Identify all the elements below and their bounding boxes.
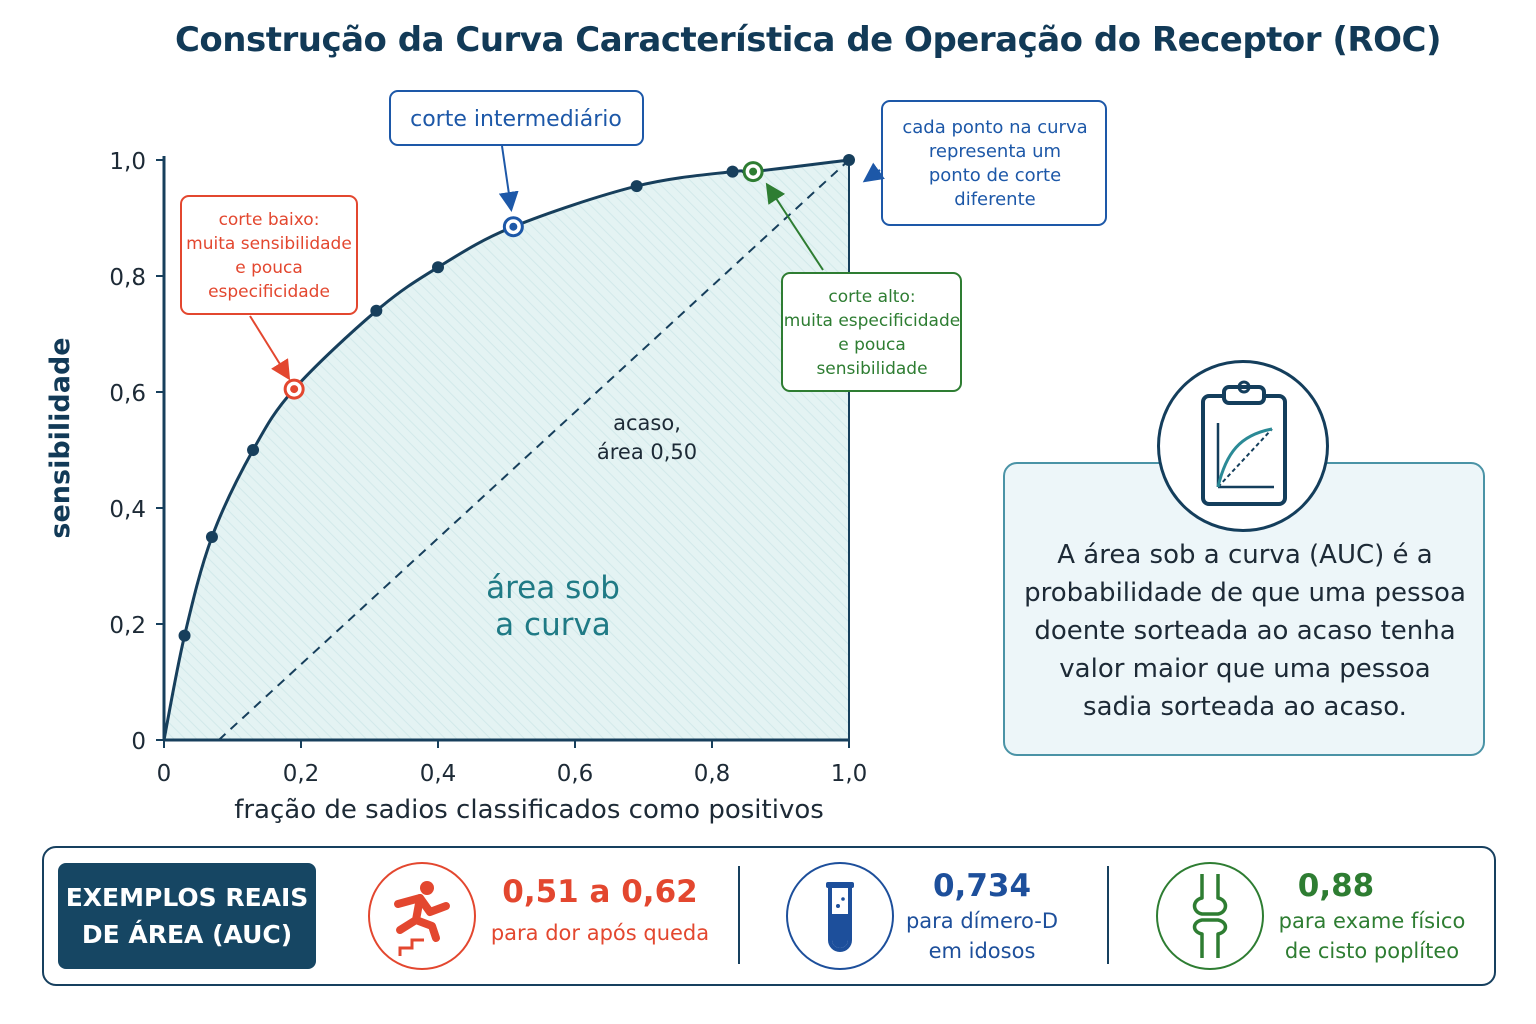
page-title: Construção da Curva Característica de Op… (174, 20, 1442, 60)
y-tick-label: 0 (131, 729, 146, 755)
example-desc-cyst-2: de cisto poplíteo (1284, 939, 1460, 963)
curve-data-point (630, 180, 643, 193)
chart-axes (162, 156, 850, 742)
mid-cut-callout-text: corte intermediário (410, 107, 622, 132)
curve-data-point (432, 261, 444, 274)
curve-data-point (370, 304, 383, 317)
curve-data-point (178, 629, 191, 642)
high-cut-callout-text: e pouca (838, 335, 906, 355)
mid-cut-callout-box (389, 90, 644, 146)
y-tick-label: 0,2 (109, 613, 146, 639)
low-cut-callout-text: e pouca (235, 258, 303, 278)
area-under-curve-label: a curva (495, 607, 611, 643)
low-cut-callout-box (180, 195, 358, 315)
divider (738, 866, 740, 964)
example-desc-fall: para dor após queda (490, 921, 710, 945)
y-tick-label: 0,4 (109, 497, 146, 523)
high-cut-callout-text: sensibilidade (816, 359, 927, 379)
each-point-arrow (862, 162, 885, 183)
x-tick-label: 0,6 (557, 761, 594, 787)
chance-line-label: área 0,50 (597, 440, 697, 464)
area-under-curve-label: área sob (486, 570, 620, 606)
curve-data-point (843, 154, 855, 166)
clipboard-icon-circle (1157, 360, 1329, 532)
each-point-callout-text: cada ponto na curva (902, 117, 1087, 138)
example-desc-ddimer-2: em idosos (928, 939, 1036, 963)
example-value-ddimer: 0,734 (932, 868, 1032, 904)
example-desc-cyst-1: para exame físico (1278, 909, 1466, 933)
divider (1107, 866, 1109, 964)
example-desc-ddimer-1: para dímero-D (905, 909, 1059, 933)
x-tick-label: 0,4 (420, 761, 457, 787)
auc-explanation-text: A área sob a curva (AUC) é a probabilida… (1024, 540, 1466, 722)
example-value-cyst: 0,88 (1297, 868, 1375, 904)
each-point-callout-text: representa um (929, 141, 1061, 162)
each-point-callout-text: diferente (954, 189, 1035, 210)
y-tick-label: 0,6 (109, 381, 146, 407)
highlighted-cutoff-point-center (509, 222, 518, 231)
high-cut-callout-text: muita especificidade (784, 311, 960, 331)
low-cut-callout-text: muita sensibilidade (186, 234, 352, 254)
x-tick-label: 0,2 (283, 761, 320, 787)
curve-data-point (726, 165, 739, 178)
low-cut-arrow (249, 315, 291, 381)
test-tube-icon (786, 862, 894, 970)
x-tick-label: 0,8 (694, 761, 731, 787)
high-cut-arrow (765, 182, 824, 271)
mid-cut-arrow (498, 145, 519, 212)
low-cut-callout-text: especificidade (208, 282, 330, 302)
examples-badge-line2: DE ÁREA (AUC) (81, 920, 293, 949)
x-tick-label: 1,0 (831, 761, 868, 787)
high-cut-callout-text: corte alto: (828, 287, 915, 307)
knee-joint-icon (1156, 862, 1264, 970)
curve-data-point (205, 531, 218, 543)
person-falling-icon (368, 862, 476, 970)
low-cut-callout-text: corte baixo: (219, 210, 320, 230)
examples-badge: EXEMPLOS REAIS DE ÁREA (AUC) (58, 863, 316, 969)
x-tick-label: 0 (157, 761, 172, 787)
area-under-curve (164, 160, 849, 740)
y-tick-label: 0,8 (109, 265, 146, 291)
x-axis-label: fração de sadios classificados como posi… (234, 795, 824, 825)
chance-line-label: acaso, (613, 411, 681, 435)
curve-data-point (247, 444, 260, 456)
y-tick-label: 1,0 (109, 149, 146, 175)
highlighted-cutoff-point-center (290, 385, 299, 394)
examples-badge-line1: EXEMPLOS REAIS (65, 883, 309, 912)
clipboard-chart-icon (1201, 380, 1287, 506)
example-value-fall: 0,51 a 0,62 (502, 874, 698, 910)
high-cut-callout-box (781, 272, 962, 392)
each-point-callout-text: ponto de corte (929, 165, 1061, 186)
highlighted-cutoff-point-center (749, 167, 758, 176)
y-axis-label: sensibilidade (45, 337, 76, 538)
